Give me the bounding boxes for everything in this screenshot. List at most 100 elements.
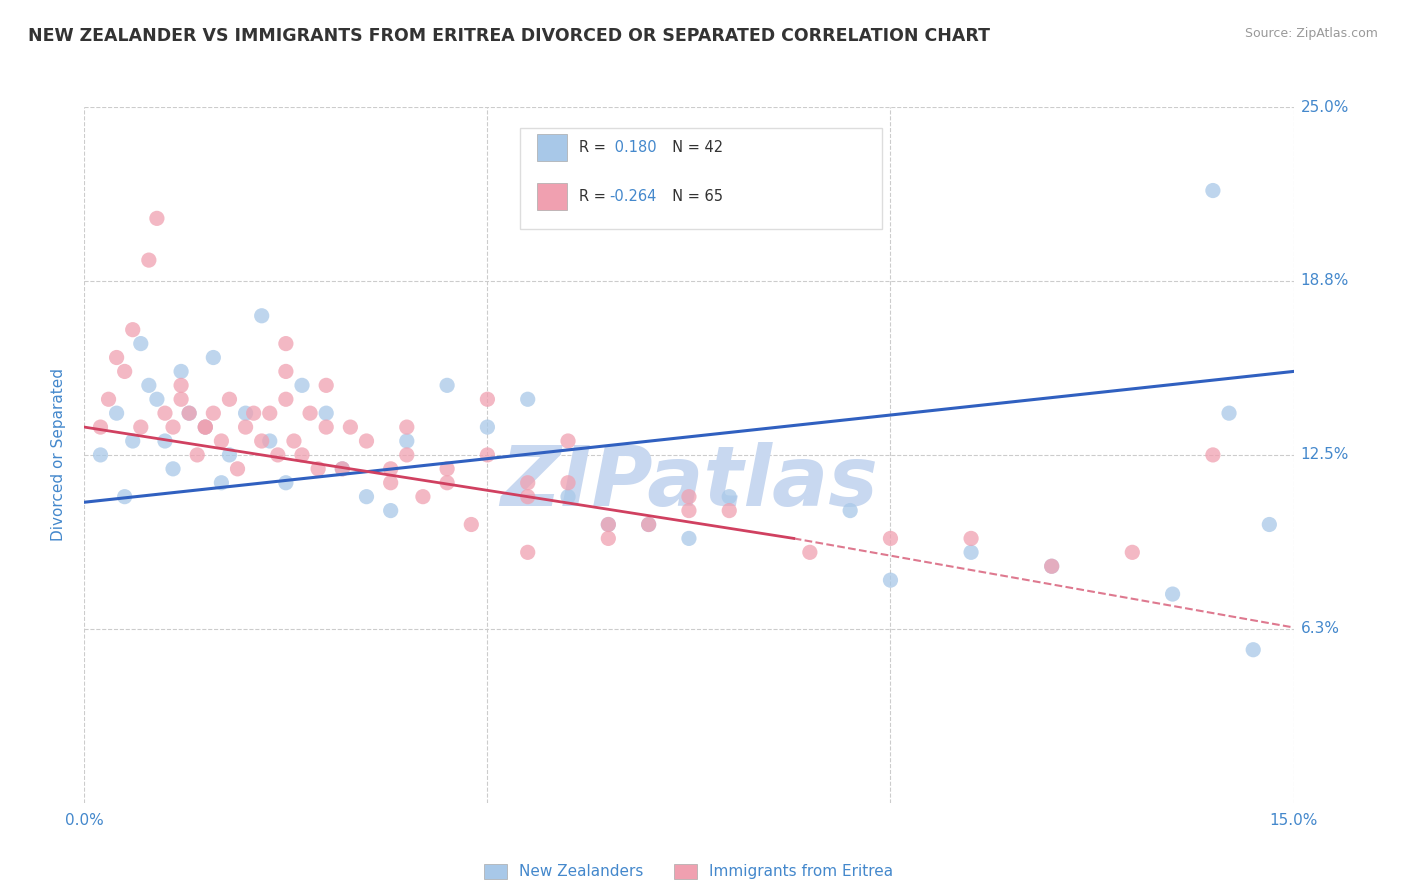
Point bbox=[879, 532, 901, 546]
Point bbox=[799, 545, 821, 559]
Point bbox=[153, 434, 176, 448]
Point bbox=[678, 532, 700, 546]
Point bbox=[356, 490, 378, 504]
Point bbox=[315, 406, 337, 420]
Point bbox=[274, 336, 297, 351]
Point bbox=[678, 490, 700, 504]
Point bbox=[121, 434, 143, 448]
Point bbox=[516, 392, 538, 407]
Point bbox=[436, 475, 458, 490]
Point bbox=[146, 211, 169, 226]
Text: 25.0%: 25.0% bbox=[1301, 100, 1348, 114]
Text: 18.8%: 18.8% bbox=[1301, 274, 1348, 288]
Point bbox=[194, 420, 217, 434]
Point bbox=[209, 475, 232, 490]
Point bbox=[242, 406, 264, 420]
Text: N = 42: N = 42 bbox=[664, 140, 723, 155]
Point bbox=[380, 462, 402, 476]
Point bbox=[291, 378, 314, 392]
Point bbox=[395, 434, 418, 448]
Point bbox=[678, 503, 700, 517]
Point bbox=[226, 462, 249, 476]
Point bbox=[89, 448, 111, 462]
Point bbox=[477, 420, 499, 434]
Point bbox=[114, 490, 136, 504]
Point bbox=[283, 434, 305, 448]
Point bbox=[557, 434, 579, 448]
Point bbox=[170, 378, 193, 392]
Point bbox=[960, 532, 983, 546]
Point bbox=[138, 378, 160, 392]
Point bbox=[637, 517, 659, 532]
Text: R =: R = bbox=[579, 140, 610, 155]
Text: 0.180: 0.180 bbox=[610, 140, 657, 155]
Point bbox=[194, 420, 217, 434]
Point bbox=[598, 517, 620, 532]
Point bbox=[299, 406, 322, 420]
Point bbox=[259, 434, 281, 448]
Point bbox=[170, 364, 193, 378]
Point bbox=[179, 406, 201, 420]
Point bbox=[356, 434, 378, 448]
Point bbox=[105, 351, 128, 365]
Point bbox=[146, 392, 169, 407]
Text: N = 65: N = 65 bbox=[664, 189, 723, 204]
Point bbox=[250, 434, 273, 448]
Point bbox=[274, 392, 297, 407]
Point bbox=[516, 490, 538, 504]
Point bbox=[274, 364, 297, 378]
Text: -0.264: -0.264 bbox=[610, 189, 657, 204]
Point bbox=[162, 462, 184, 476]
Point bbox=[516, 545, 538, 559]
Point bbox=[105, 406, 128, 420]
Point bbox=[330, 462, 353, 476]
Point bbox=[186, 448, 208, 462]
Text: 6.3%: 6.3% bbox=[1301, 622, 1340, 636]
Text: ZIPatlas: ZIPatlas bbox=[501, 442, 877, 524]
Point bbox=[460, 517, 482, 532]
Point bbox=[235, 420, 257, 434]
Point bbox=[1241, 642, 1264, 657]
Point bbox=[637, 517, 659, 532]
Point bbox=[218, 392, 240, 407]
Point bbox=[395, 448, 418, 462]
Point bbox=[557, 475, 579, 490]
Point bbox=[1121, 545, 1143, 559]
Point bbox=[194, 420, 217, 434]
Point bbox=[839, 503, 862, 517]
Point bbox=[307, 462, 329, 476]
Point bbox=[339, 420, 361, 434]
Point bbox=[170, 392, 193, 407]
Point bbox=[412, 490, 434, 504]
Point bbox=[209, 434, 232, 448]
Point bbox=[291, 448, 314, 462]
Point bbox=[477, 448, 499, 462]
Point bbox=[380, 475, 402, 490]
Point bbox=[557, 490, 579, 504]
Point bbox=[1161, 587, 1184, 601]
Point bbox=[114, 364, 136, 378]
Point bbox=[598, 517, 620, 532]
Point bbox=[235, 406, 257, 420]
Point bbox=[477, 392, 499, 407]
Point bbox=[1040, 559, 1063, 574]
Point bbox=[436, 378, 458, 392]
Point bbox=[315, 420, 337, 434]
Point bbox=[598, 532, 620, 546]
Point bbox=[89, 420, 111, 434]
Text: R =: R = bbox=[579, 189, 610, 204]
Point bbox=[395, 420, 418, 434]
Legend: New Zealanders, Immigrants from Eritrea: New Zealanders, Immigrants from Eritrea bbox=[478, 857, 900, 886]
Point bbox=[153, 406, 176, 420]
Point bbox=[1040, 559, 1063, 574]
Point bbox=[960, 545, 983, 559]
Point bbox=[1258, 517, 1281, 532]
Text: NEW ZEALANDER VS IMMIGRANTS FROM ERITREA DIVORCED OR SEPARATED CORRELATION CHART: NEW ZEALANDER VS IMMIGRANTS FROM ERITREA… bbox=[28, 27, 990, 45]
Point bbox=[129, 336, 152, 351]
Point bbox=[138, 253, 160, 268]
Point bbox=[436, 462, 458, 476]
Point bbox=[179, 406, 201, 420]
Text: Source: ZipAtlas.com: Source: ZipAtlas.com bbox=[1244, 27, 1378, 40]
Point bbox=[274, 475, 297, 490]
Point bbox=[121, 323, 143, 337]
